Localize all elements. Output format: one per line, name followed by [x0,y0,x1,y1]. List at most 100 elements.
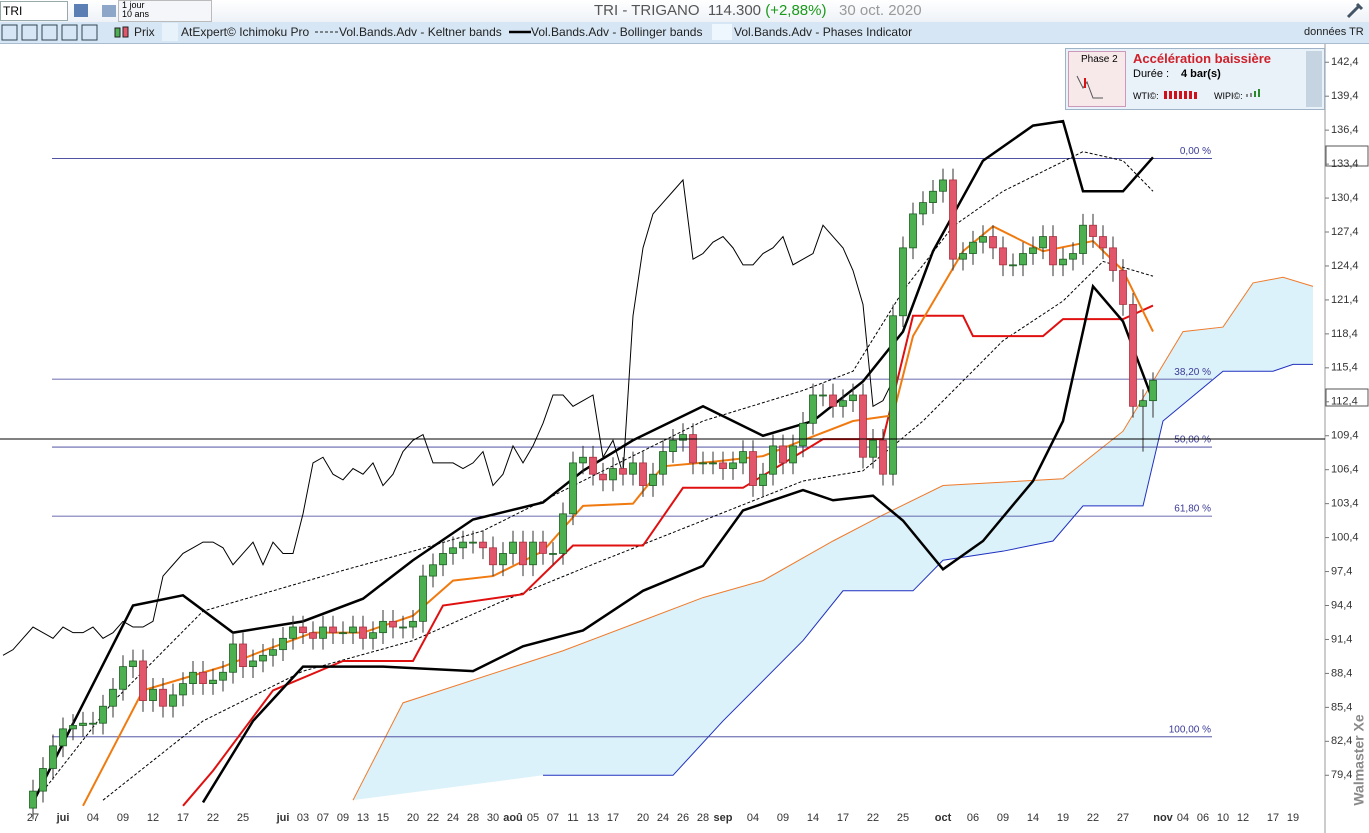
candle-body [309,632,317,639]
candle-body [149,688,157,701]
candle-body [869,439,877,458]
candle-body [1139,400,1147,407]
indicator-line [102,260,1154,801]
candle-body [1149,379,1157,402]
candle-body [489,547,497,566]
candle-body [349,626,357,634]
candle-body [699,462,707,465]
candle-body [749,451,757,486]
candle-body [49,745,57,769]
candle-body [939,179,947,192]
x-tick-label: 28 [697,812,709,824]
fib-label: 38,20 % [1174,367,1211,378]
x-tick-label: oct [935,812,952,824]
candle-body [969,241,977,254]
candle-body [1009,264,1017,267]
candle-body [259,654,267,662]
x-tick-label: 09 [117,812,129,824]
x-tick-label: 17 [607,812,619,824]
candle-body [279,637,287,651]
candle-body [399,626,407,629]
candle-body [369,632,377,639]
y-tick-label: 88,4 [1331,667,1352,679]
y-tick-label: 85,4 [1331,701,1352,713]
candle-body [989,236,997,249]
candle-body [499,553,507,566]
candle-body [1099,236,1107,249]
x-tick-label: 25 [897,812,909,824]
candle-body [109,688,117,707]
candle-body [219,671,227,681]
y-tick-label: 118,4 [1331,328,1358,340]
x-tick-label: 27 [27,812,39,824]
x-tick-label: 09 [777,812,789,824]
candle-body [119,666,127,690]
candle-body [559,513,567,554]
x-tick-label: 06 [1197,812,1209,824]
x-tick-label: 17 [837,812,849,824]
legend-item: Vol.Bands.Adv - Phases Indicator [734,25,913,39]
candle-body [439,553,447,566]
candle-body [859,394,867,458]
candle-body [719,462,727,469]
x-tick-label: 11 [567,812,578,824]
x-tick-label: 09 [337,812,349,824]
period-select[interactable]: 1 jour 10 ans [118,0,212,22]
wti: WTI©: [1133,91,1159,101]
candle-body [1069,253,1077,260]
candle-body [539,541,547,554]
icons[interactable] [72,2,122,20]
candle-body [1049,236,1057,266]
y-tick-label: 121,4 [1331,294,1359,306]
wipi: WIPI©: [1214,91,1243,101]
candle-body [299,626,307,634]
x-tick-label: 15 [377,812,389,824]
indicator-line [201,283,1155,804]
y-tick-label: 139,4 [1331,90,1359,102]
candle-body [659,451,667,475]
candle-body [39,768,47,792]
data-source: données TR [1304,26,1364,38]
info-box: Phase 2 Accélération baissière Durée : 4… [1065,48,1325,110]
candle-body [909,213,917,249]
candle-body [239,643,247,668]
fib-label: 50,00 % [1174,435,1211,446]
candle-body [469,541,477,544]
y-tick-label: 109,4 [1331,430,1359,442]
x-tick-label: 14 [807,812,819,824]
toolbar: Prix AtExpert© Ichimoku Pro Vol.Bands.Ad… [0,22,1369,44]
candle-body [159,688,167,707]
tool-icons[interactable] [0,23,102,42]
candle-body [1019,253,1027,266]
legend-line [315,31,339,33]
x-tick-label: 20 [407,812,419,824]
legend-swatch [712,24,732,40]
name: TRI - TRIGANO [594,2,700,19]
senkou-span [352,276,1314,801]
candle-body [449,547,457,554]
legend-item: Vol.Bands.Adv - Keltner bands [339,25,502,39]
candle-body [689,434,697,464]
y-tick-label: 106,4 [1331,464,1359,476]
candle-body [759,473,767,486]
candle-body [319,626,327,639]
fib-label: 61,80 % [1174,504,1211,515]
x-tick-label: 04 [1177,812,1189,824]
legend-item: Vol.Bands.Adv - Bollinger bands [531,25,703,39]
settings-icon[interactable] [1345,2,1365,20]
candle-body [459,541,467,549]
box-buttons[interactable] [1306,51,1322,107]
candle-body [1029,247,1037,254]
cloud [353,277,1313,801]
candle-body [129,660,137,668]
candle-body [929,190,937,203]
candle-body [649,473,657,486]
candle-body [79,722,87,726]
change: (+2,88%) [765,2,827,19]
symbol-input[interactable]: TRI [0,1,68,21]
legend-swatch [162,23,178,41]
candle-body [549,553,557,555]
y-tick-label: 130,4 [1331,192,1359,204]
title: TRI - TRIGANO 114.300 (+2,88%) 30 oct. 2… [594,2,922,19]
